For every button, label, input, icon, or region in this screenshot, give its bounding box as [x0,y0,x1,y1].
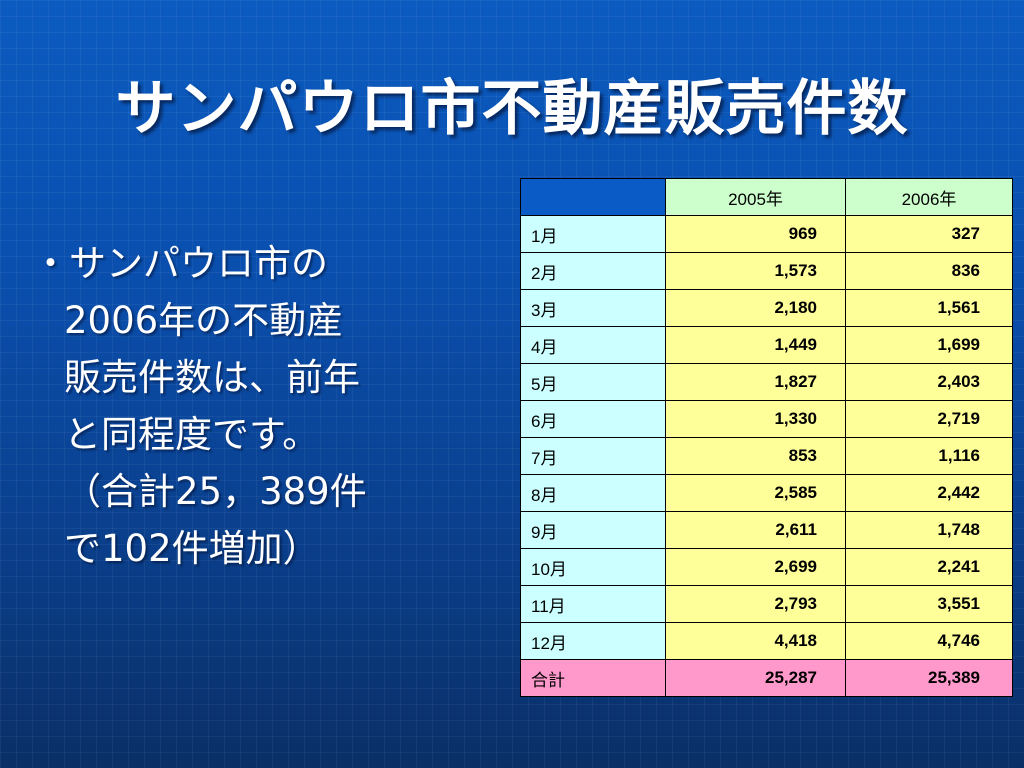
table-row: 4月 1,449 1,699 [520,326,1013,364]
value-2005: 1,827 [665,363,846,401]
total-label: 合計 [520,659,666,697]
total-2006: 25,389 [845,659,1013,697]
summary-line: と同程度です。 [64,413,320,456]
value-2005: 2,611 [665,511,846,549]
value-2006: 2,442 [845,474,1013,512]
value-2005: 2,180 [665,289,846,327]
summary-line: （合計25，389件 [64,470,367,513]
month-label: 2月 [520,252,666,290]
value-2005: 1,330 [665,400,846,438]
table-row: 10月 2,699 2,241 [520,548,1013,586]
column-header-2005: 2005年 [665,178,846,216]
summary-text: ・サンパウロ市の 2006年の不動産 販売件数は、前年 と同程度です。 （合計2… [32,235,472,577]
month-label: 6月 [520,400,666,438]
value-2005: 969 [665,215,846,253]
summary-line: ・サンパウロ市の [32,242,328,285]
value-2005: 2,699 [665,548,846,586]
total-2005: 25,287 [665,659,846,697]
sales-table: 2005年 2006年 1月 969 327 2月 1,573 836 3月 2… [520,178,1013,697]
month-label: 5月 [520,363,666,401]
value-2006: 4,746 [845,622,1013,660]
table-row: 5月 1,827 2,403 [520,363,1013,401]
value-2006: 2,719 [845,400,1013,438]
summary-line: で102件増加） [64,527,320,570]
slide-title: サンパウロ市不動産販売件数 [115,74,909,144]
value-2006: 327 [845,215,1013,253]
value-2005: 4,418 [665,622,846,660]
table-row: 9月 2,611 1,748 [520,511,1013,549]
value-2006: 1,699 [845,326,1013,364]
summary-line: 2006年の不動産 [64,299,344,342]
month-label: 11月 [520,585,666,623]
table-row: 3月 2,180 1,561 [520,289,1013,327]
month-label: 9月 [520,511,666,549]
value-2006: 2,241 [845,548,1013,586]
table-row: 6月 1,330 2,719 [520,400,1013,438]
table-row: 2月 1,573 836 [520,252,1013,290]
table-corner-cell [520,178,666,216]
table-row: 11月 2,793 3,551 [520,585,1013,623]
table-header-row: 2005年 2006年 [520,178,1013,216]
value-2005: 1,573 [665,252,846,290]
value-2006: 1,748 [845,511,1013,549]
month-label: 7月 [520,437,666,475]
table-row: 1月 969 327 [520,215,1013,253]
value-2006: 1,116 [845,437,1013,475]
table-row: 8月 2,585 2,442 [520,474,1013,512]
table-row: 7月 853 1,116 [520,437,1013,475]
value-2006: 2,403 [845,363,1013,401]
month-label: 3月 [520,289,666,327]
value-2006: 836 [845,252,1013,290]
value-2005: 2,793 [665,585,846,623]
month-label: 12月 [520,622,666,660]
table-row: 12月 4,418 4,746 [520,622,1013,660]
value-2006: 3,551 [845,585,1013,623]
month-label: 10月 [520,548,666,586]
value-2006: 1,561 [845,289,1013,327]
value-2005: 853 [665,437,846,475]
value-2005: 2,585 [665,474,846,512]
total-row: 合計 25,287 25,389 [520,659,1013,697]
month-label: 8月 [520,474,666,512]
month-label: 4月 [520,326,666,364]
value-2005: 1,449 [665,326,846,364]
summary-line: 販売件数は、前年 [64,356,360,399]
column-header-2006: 2006年 [845,178,1013,216]
month-label: 1月 [520,215,666,253]
